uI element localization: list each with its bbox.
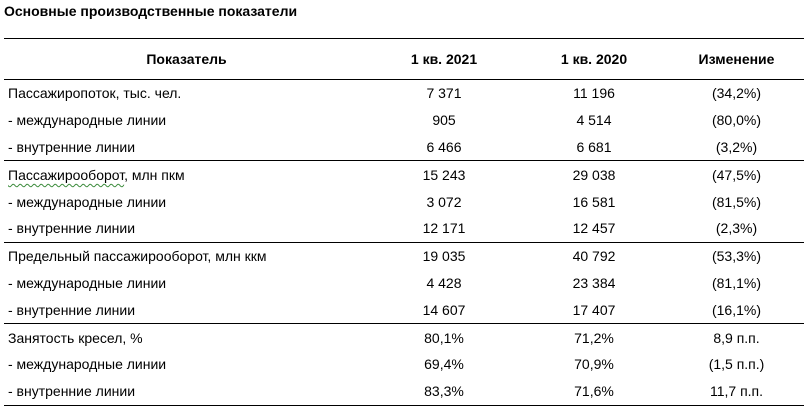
cell-change: (34,2%) <box>669 78 804 107</box>
cell-q1-2020: 71,2% <box>519 323 669 351</box>
row-label: Пассажиропоток, тыс. чел. <box>4 78 369 107</box>
row-label-unit: , млн пкм <box>124 166 185 183</box>
row-label: - внутренние линии <box>8 138 136 155</box>
cell-q1-2020: 23 384 <box>572 274 616 291</box>
cell-q1-2021: 7 371 <box>369 78 519 107</box>
cell-q1-2020: 6 681 <box>576 138 612 155</box>
cell-change: 11,7 п.п. <box>669 377 804 406</box>
row-label: Занятость кресел, % <box>4 323 369 351</box>
cell-q1-2021: 12 171 <box>422 220 466 237</box>
cell-q1-2020: 71,6% <box>519 377 669 406</box>
page-title: Основные производственные показатели <box>4 3 298 19</box>
table-row: Пассажирооборот, млн пкм 15 243 29 038 (47,… <box>4 160 804 189</box>
cell-q1-2021: 905 <box>432 112 456 129</box>
cell-q1-2021: 6 466 <box>426 138 462 155</box>
cell-change: 8,9 п.п. <box>669 323 804 351</box>
cell-q1-2020: 40 792 <box>519 241 669 270</box>
row-label: - международные линии <box>8 112 167 129</box>
cell-change: (47,5%) <box>669 160 804 189</box>
cell-change: (80,0%) <box>711 112 762 129</box>
cell-change: (1,5 п.п.) <box>708 356 765 373</box>
row-label-main: Пассажирооборот <box>8 166 125 183</box>
cell-q1-2021: 19 035 <box>369 241 519 270</box>
row-label: - международные линии <box>8 356 167 373</box>
cell-q1-2021: 83,3% <box>369 377 519 406</box>
row-label: - международные линии <box>8 193 167 210</box>
header-q1-2020: 1 кв. 2020 <box>519 38 669 80</box>
table-row: - внутренние линии 14 607 17 407 (16,1%) <box>4 296 804 323</box>
table-row: - внутренние линии 83,3% 71,6% 11,7 п.п. <box>4 377 804 406</box>
cell-q1-2020: 70,9% <box>574 356 614 373</box>
row-label: Пассажирооборот, млн пкм <box>4 160 369 189</box>
cell-q1-2020: 4 514 <box>576 112 612 129</box>
cell-q1-2020: 11 196 <box>519 78 669 107</box>
cell-q1-2020: 16 581 <box>572 193 616 210</box>
cell-q1-2021: 80,1% <box>369 323 519 351</box>
table-row: - внутренние линии 6 466 6 681 (3,2%) <box>4 134 804 161</box>
table-row: - международные линии 3 072 16 581 (81,5%) <box>4 188 804 215</box>
cell-change: (53,3%) <box>669 241 804 270</box>
header-indicator: Показатель <box>4 38 369 80</box>
cell-q1-2020: 12 457 <box>572 220 616 237</box>
header-change: Изменение <box>669 38 804 80</box>
row-label: Предельный пассажирооборот, млн ккм <box>4 241 369 270</box>
cell-q1-2021: 14 607 <box>422 301 466 318</box>
cell-change: (2,3%) <box>715 220 758 237</box>
cell-change: (81,1%) <box>711 274 762 291</box>
cell-change: (3,2%) <box>715 138 758 155</box>
table-row: Занятость кресел, % 80,1% 71,2% 8,9 п.п. <box>4 323 804 351</box>
header-q1-2021: 1 кв. 2021 <box>369 38 519 80</box>
cell-change: (16,1%) <box>711 301 762 318</box>
cell-q1-2021: 4 428 <box>426 274 462 291</box>
row-label: - внутренние линии <box>8 301 136 318</box>
row-label: - внутренние линии <box>4 377 369 406</box>
row-label: - международные линии <box>8 274 167 291</box>
cell-q1-2021: 15 243 <box>369 160 519 189</box>
table-header-row: Показатель 1 кв. 2021 1 кв. 2020 Изменен… <box>4 38 804 80</box>
cell-q1-2020: 17 407 <box>572 301 616 318</box>
cell-q1-2021: 3 072 <box>426 193 462 210</box>
row-label: - внутренние линии <box>8 220 136 237</box>
table-row: - внутренние линии 12 171 12 457 (2,3%) <box>4 215 804 242</box>
table-row: Пассажиропоток, тыс. чел. 7 371 11 196 (34,… <box>4 78 804 107</box>
cell-q1-2020: 29 038 <box>519 160 669 189</box>
table-row: Предельный пассажирооборот, млн ккм 19 03… <box>4 241 804 270</box>
cell-change: (81,5%) <box>711 193 762 210</box>
table-row: - международные линии 69,4% 70,9% (1,5 п.п.… <box>4 351 804 378</box>
production-indicators-table: Показатель 1 кв. 2021 1 кв. 2020 Изменен… <box>4 38 804 406</box>
table-row: - международные линии 905 4 514 (80,0%) <box>4 107 804 134</box>
table-row: - международные линии 4 428 23 384 (81,1%) <box>4 270 804 297</box>
cell-q1-2021: 69,4% <box>424 356 464 373</box>
